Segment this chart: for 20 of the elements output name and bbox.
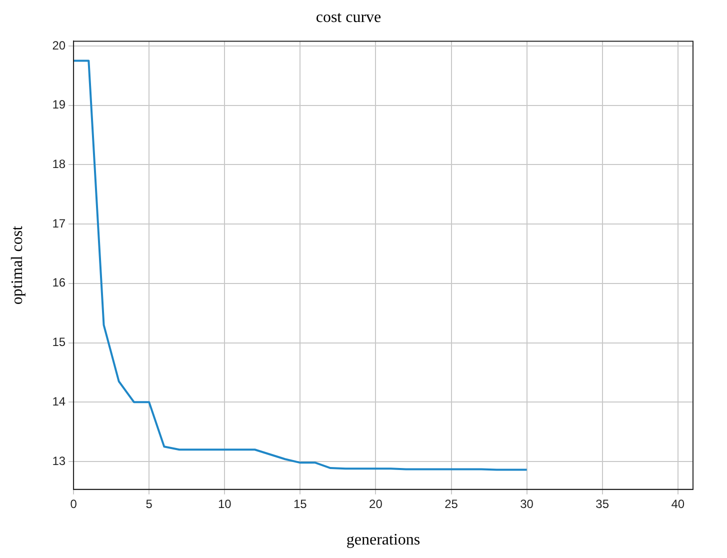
- x-tick-label: 5: [146, 496, 153, 511]
- x-tick-label: 20: [369, 496, 383, 511]
- x-tick-label: 10: [218, 496, 232, 511]
- x-tick-label: 35: [596, 496, 610, 511]
- y-axis-title: optimal cost: [8, 225, 26, 305]
- y-tick-label: 14: [52, 394, 66, 408]
- y-tick-label: 18: [52, 156, 66, 171]
- y-tick-label: 13: [52, 454, 66, 468]
- x-tick-label: 40: [671, 496, 685, 511]
- y-tick-label: 17: [52, 216, 66, 230]
- x-tick-label: 25: [444, 496, 458, 511]
- x-tick-label: 15: [293, 496, 308, 511]
- x-tick-label: 30: [520, 496, 534, 511]
- x-axis-title: generations: [346, 532, 420, 549]
- chart-title: cost curve: [316, 8, 382, 26]
- y-tick-label: 20: [52, 38, 66, 52]
- x-tick-label: 0: [70, 496, 78, 511]
- y-tick-label: 15: [52, 335, 66, 350]
- y-tick-label: 19: [52, 98, 66, 112]
- y-tick-label: 16: [52, 276, 66, 290]
